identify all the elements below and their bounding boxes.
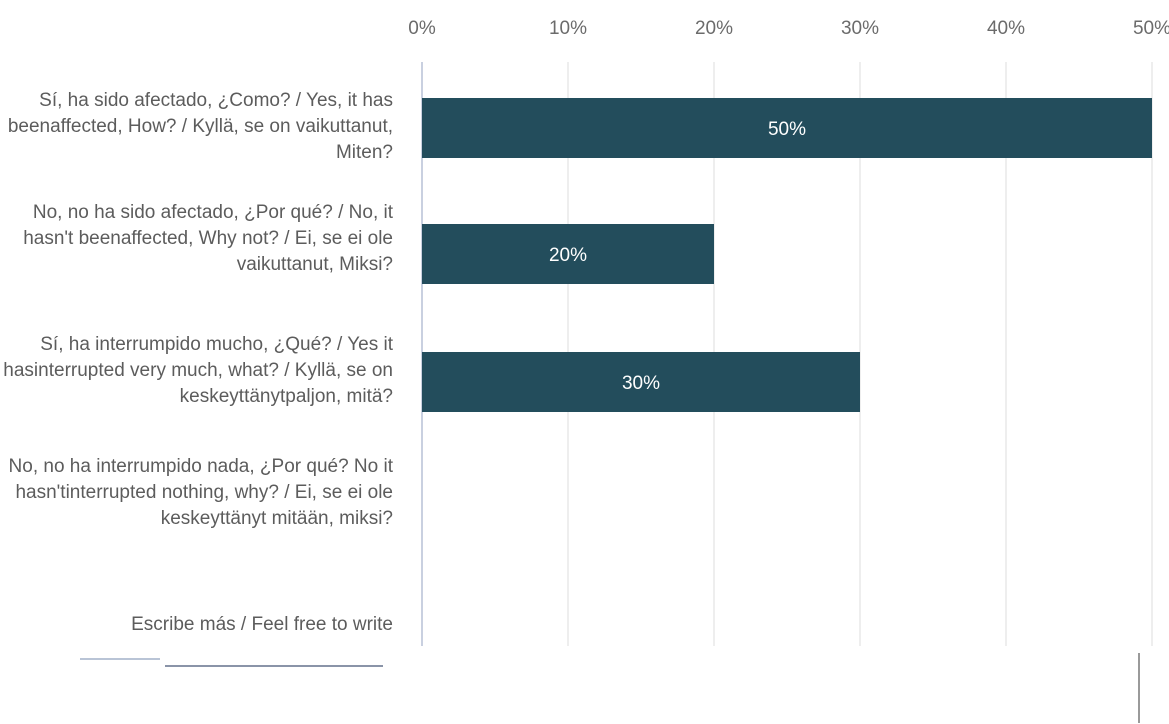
- category-label-interrupted-much: Sí, ha interrumpido mucho, ¿Qué? / Yes i…: [3, 334, 393, 407]
- bars: 50% 20% 30%: [422, 98, 1152, 412]
- x-tick-label: 30%: [841, 18, 879, 39]
- bar-data-label: 30%: [622, 373, 660, 394]
- x-tick-label: 0%: [408, 18, 436, 39]
- category-label-affected: Sí, ha sido afectado, ¿Como? / Yes, it h…: [7, 90, 393, 163]
- x-axis-ticks: 0% 10% 20% 30% 40% 50%: [408, 18, 1169, 39]
- fringe-dash: [80, 658, 160, 660]
- bar-data-label: 50%: [768, 119, 806, 140]
- x-tick-label: 10%: [549, 18, 587, 39]
- bar: [422, 352, 860, 412]
- bar: [422, 224, 714, 284]
- x-tick-label: 20%: [695, 18, 733, 39]
- x-tick-label: 50%: [1133, 18, 1169, 39]
- bar-data-label: 20%: [549, 245, 587, 266]
- cropped-bottom-fringe: [0, 645, 1169, 724]
- bar: [422, 98, 1152, 158]
- category-label-not-interrupted: No, no ha interrumpido nada, ¿Por qué? N…: [8, 456, 393, 529]
- x-tick-label: 40%: [987, 18, 1025, 39]
- category-label-write-more: Escribe más / Feel free to write: [131, 614, 393, 635]
- fringe-underline: [165, 665, 383, 667]
- fringe-edge: [1138, 653, 1140, 723]
- category-label-not-affected: No, no ha sido afectado, ¿Por qué? / No,…: [23, 202, 393, 275]
